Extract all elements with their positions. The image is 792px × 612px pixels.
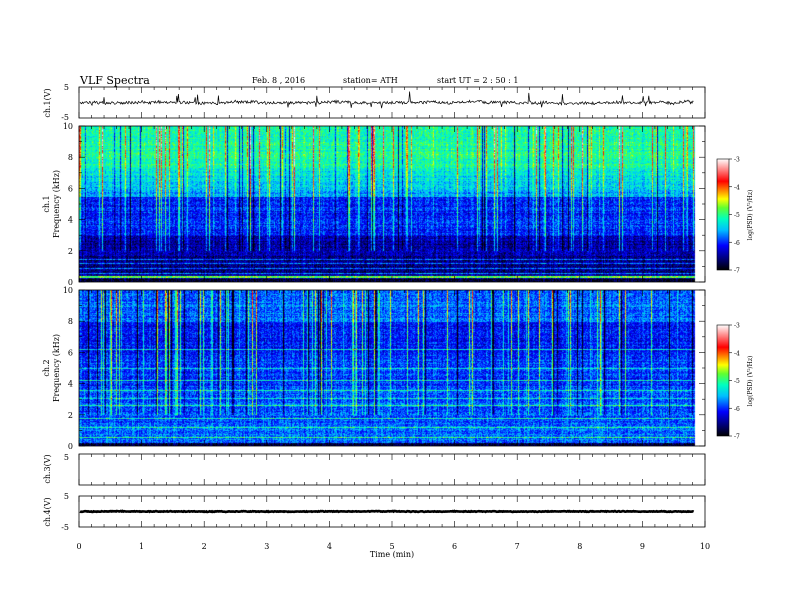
colorbar-tick-label: -7 bbox=[734, 434, 740, 441]
start-time-label: start UT = 2 : 50 : 1 bbox=[437, 76, 518, 85]
colorbar-tick-label: -3 bbox=[734, 157, 740, 164]
y-tick-label: 0 bbox=[68, 442, 73, 451]
y-tick-label: 2 bbox=[68, 411, 73, 420]
colorbar-tick-label: -6 bbox=[734, 240, 740, 247]
x-tick-label: 5 bbox=[389, 542, 394, 551]
panel-ch2-spectrogram: ch.2 Frequency (kHz) 0 2 4 6 8 10 bbox=[42, 286, 706, 451]
y-tick-label: 6 bbox=[68, 184, 73, 193]
colorbar-label: log(PSD) (V²/Hz) bbox=[747, 190, 754, 241]
y-tick-label: 8 bbox=[68, 317, 73, 326]
y-tick-label: 6 bbox=[68, 348, 73, 357]
colorbar-gradient bbox=[716, 158, 730, 271]
ytick-label: -5 bbox=[61, 113, 69, 122]
colorbar-ch1: -3 -4 -5 -6 -7 log(PSD) (V²/Hz) bbox=[716, 157, 754, 275]
ch1-v-label: ch.1(V) bbox=[43, 88, 52, 117]
colorbar-tick-label: -4 bbox=[734, 184, 740, 191]
x-tick-label: 2 bbox=[202, 542, 207, 551]
time-axis: 0 1 2 3 4 5 6 7 8 9 10 bbox=[76, 542, 710, 551]
colorbar-gradient bbox=[716, 324, 730, 437]
colorbar-label: log(PSD) (V²/Hz) bbox=[747, 356, 754, 407]
panel-ch3-waveform: ch.3(V) 5 bbox=[43, 453, 706, 486]
ch2-spectrogram-label: ch.2 bbox=[42, 359, 51, 376]
y-tick-label: 4 bbox=[68, 216, 73, 225]
panel-ch4-waveform: ch.4(V) 5 -5 bbox=[43, 492, 706, 532]
x-tick-label: 7 bbox=[515, 542, 520, 551]
y-tick-label: 4 bbox=[68, 380, 73, 389]
station-label: station= ATH bbox=[343, 76, 398, 85]
ytick-label: -5 bbox=[61, 523, 69, 532]
ch4-v-label: ch.4(V) bbox=[43, 497, 52, 526]
y-tick-label: 8 bbox=[68, 153, 73, 162]
panel-ch1-waveform: ch.1(V) 5 -5 bbox=[43, 83, 706, 122]
x-tick-label: 8 bbox=[577, 542, 582, 551]
frequency-axis-label: Frequency (kHz) bbox=[52, 170, 61, 238]
colorbar-ch2: -3 -4 -5 -6 -7 log(PSD) (V²/Hz) bbox=[716, 323, 754, 441]
ch2-spectrogram-image bbox=[79, 290, 705, 446]
frequency-axis-label: Frequency (kHz) bbox=[52, 334, 61, 402]
y-tick-label: 0 bbox=[68, 278, 73, 287]
colorbar-tick-label: -3 bbox=[734, 323, 740, 330]
ytick-label: 5 bbox=[64, 453, 69, 462]
x-tick-label: 3 bbox=[264, 542, 269, 551]
ch3-v-label: ch.3(V) bbox=[43, 454, 52, 483]
panel-ch1-spectrogram: ch.1 Frequency (kHz) 0 2 4 6 8 10 bbox=[42, 122, 706, 287]
colorbar-tick-label: -7 bbox=[734, 268, 740, 275]
ytick-label: 5 bbox=[64, 492, 69, 501]
ytick-label: 5 bbox=[64, 83, 69, 92]
y-tick-label: 10 bbox=[63, 286, 73, 295]
x-tick-label: 4 bbox=[327, 542, 332, 551]
x-tick-label: 6 bbox=[452, 542, 457, 551]
y-tick-label: 2 bbox=[68, 247, 73, 256]
x-tick-label: 0 bbox=[76, 542, 81, 551]
colorbar-tick-label: -4 bbox=[734, 350, 740, 357]
colorbar-tick-label: -5 bbox=[734, 212, 740, 219]
x-tick-label: 1 bbox=[139, 542, 144, 551]
x-tick-label: 9 bbox=[640, 542, 645, 551]
x-tick-label: 10 bbox=[700, 542, 710, 551]
colorbar-tick-label: -5 bbox=[734, 378, 740, 385]
figure-title: VLF Spectra bbox=[79, 74, 150, 87]
date-label: Feb. 8 , 2016 bbox=[252, 76, 305, 85]
colorbar-tick-label: -6 bbox=[734, 406, 740, 413]
ch1-waveform-line bbox=[79, 91, 694, 109]
time-axis-label: Time (min) bbox=[370, 550, 414, 559]
y-tick-label: 10 bbox=[63, 122, 73, 131]
ch1-spectrogram-label: ch.1 bbox=[42, 195, 51, 212]
ch1-spectrogram-image bbox=[79, 126, 705, 282]
ch4-waveform-line bbox=[79, 509, 695, 514]
